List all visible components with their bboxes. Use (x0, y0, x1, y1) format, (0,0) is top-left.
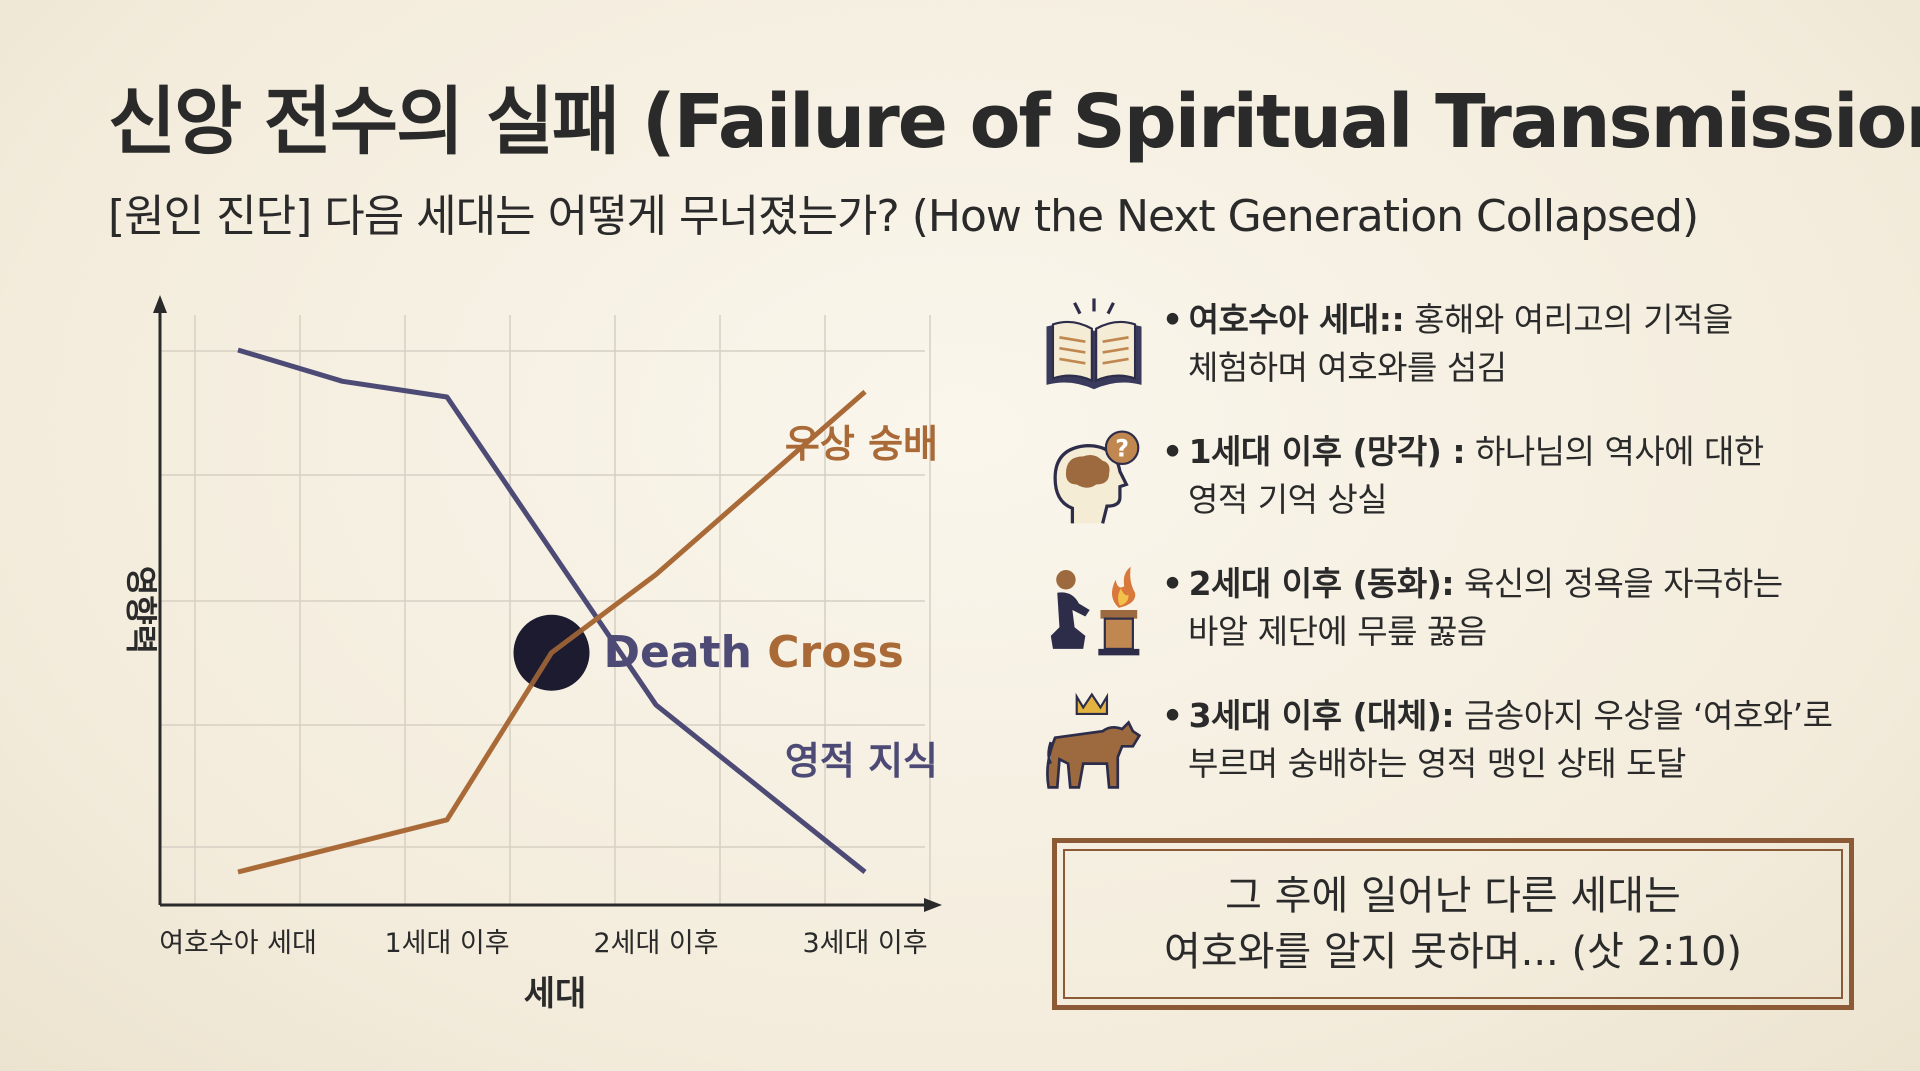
page-title: 신앙 전수의 실패 (Failure of Spiritual Transmis… (108, 79, 1920, 165)
chart-grid (160, 315, 931, 905)
idolatry-series-label: 우상 숭배 (785, 422, 938, 466)
kneeling-at-altar-icon (1040, 556, 1148, 664)
generation-item-heading: 1세대 이후 (망각) : (1188, 432, 1466, 471)
idolatry-line-overlay (513, 614, 590, 691)
chart-axes (153, 295, 942, 912)
generation-list: • 여호수아 세대:: 홍해와 여리고의 기적을 체험하며 여호와를 섬김? • 1세대… (1040, 292, 1900, 820)
bullet: • (1162, 300, 1183, 339)
bullet: • (1162, 432, 1183, 471)
death-cross-label-cross: Cross (767, 627, 904, 678)
page-subtitle: [원인 진단] 다음 세대는 어떻게 무너졌는가? (How the Next … (108, 191, 1699, 242)
x-tick-label: 3세대 이후 (802, 928, 927, 959)
x-tick-label: 2세대 이후 (593, 928, 718, 959)
death-cross-label: Death Cross (604, 627, 904, 678)
generation-item-description: 홍해와 여리고의 기적을 (1404, 300, 1733, 339)
scripture-quote-line-2: 여호와를 알지 못하며... (삿 2:10) (1163, 929, 1743, 975)
generation-item-description: 금송아지 우상을 ‘여호와’로 (1454, 696, 1833, 735)
generation-item-heading: 3세대 이후 (대체): (1188, 696, 1455, 735)
x-tick-label: 1세대 이후 (384, 928, 509, 959)
x-tick-label: 여호수아 세대 (159, 928, 317, 959)
generation-item-description: 하나님의 역사에 대한 (1465, 432, 1764, 471)
forgetful-head-icon: ? (1040, 424, 1148, 532)
y-axis-title: 영향력 (122, 566, 160, 654)
golden-calf-icon (1040, 688, 1148, 796)
generation-item-heading: 2세대 이후 (동화): (1188, 564, 1455, 603)
scripture-quote-line-1: 그 후에 일어난 다른 세대는 (1225, 873, 1681, 919)
spiritual-knowledge-series-label: 영적 지식 (785, 739, 938, 783)
x-axis-arrow (924, 898, 942, 912)
generation-item-description-line-2: 체험하며 여호와를 섬김 (1188, 348, 1507, 387)
scripture-quote-inner: 그 후에 일어난 다른 세대는 여호와를 알지 못하며... (삿 2:10) (1063, 849, 1843, 999)
y-axis-arrow (153, 295, 167, 313)
bullet: • (1162, 696, 1183, 735)
svg-text:?: ? (1115, 434, 1129, 462)
open-book-icon (1040, 292, 1148, 400)
generation-item-heading: 여호수아 세대:: (1188, 300, 1405, 339)
x-axis-title: 세대 (524, 974, 587, 1014)
generation-item-description-line-2: 바알 제단에 무릎 꿇음 (1188, 612, 1487, 651)
scripture-quote-box: 그 후에 일어난 다른 세대는 여호와를 알지 못하며... (삿 2:10) (1052, 838, 1854, 1010)
bullet: • (1162, 564, 1183, 603)
generation-item-description-line-2: 부르며 숭배하는 영적 맹인 상태 도달 (1188, 744, 1686, 783)
generation-item-description: 육신의 정욕을 자극하는 (1454, 564, 1783, 603)
spiritual-knowledge-line (237, 347, 867, 874)
generation-item-description-line-2: 영적 기억 상실 (1188, 480, 1388, 519)
death-cross-label-death: Death (604, 627, 768, 678)
